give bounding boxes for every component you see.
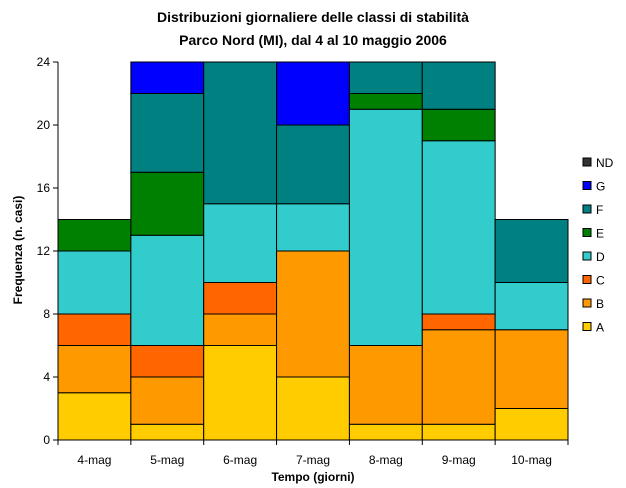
y-tick-label: 24 [37, 55, 51, 69]
y-tick-label: 4 [43, 370, 50, 384]
legend-label-g: G [596, 180, 605, 194]
y-tick-label: 0 [43, 433, 50, 447]
bar-segment-7-mag-d [276, 203, 350, 252]
y-tick-label: 8 [43, 307, 50, 321]
bar-segment-6-mag-f [203, 61, 278, 205]
bar-segment-9-mag-c [421, 313, 496, 331]
legend-swatch-c [582, 275, 592, 284]
bar-segment-10-mag-d [494, 282, 569, 331]
bar-segment-9-mag-a [421, 423, 496, 441]
bar-segment-10-mag-a [494, 408, 569, 441]
bar-segment-8-mag-f [348, 61, 423, 94]
legend-label-nd: ND [596, 156, 614, 170]
legend-label-a: A [596, 321, 604, 335]
bar-segment-6-mag-d [203, 203, 278, 283]
bar-segment-8-mag-b [348, 345, 423, 425]
bar-segment-5-mag-g [130, 61, 205, 94]
legend-label-e: E [596, 227, 604, 241]
legend-swatch-e [582, 228, 592, 237]
bar-segment-5-mag-c [130, 345, 205, 378]
x-axis-label: Tempo (giorni) [271, 470, 354, 484]
x-tick-label: 4-mag [77, 453, 111, 467]
bars-group [57, 61, 569, 441]
bar-segment-6-mag-b [203, 313, 278, 346]
bar-segment-5-mag-e [130, 171, 205, 236]
x-tick-label: 7-mag [296, 453, 330, 467]
bar-segment-4-mag-b [57, 345, 132, 394]
bar-segment-7-mag-g [276, 61, 350, 126]
y-axis-label: Frequenza (n. casi) [11, 196, 25, 305]
legend-swatch-g [582, 181, 592, 190]
axes-group: 0 4 8 12 16 20 24 4-mag 5-mag 6-mag 7-mag 8-mag 9-ma… [37, 55, 569, 467]
legend-swatch-a [582, 322, 592, 331]
x-tick-label: 8-mag [369, 453, 403, 467]
bar-segment-5-mag-a [130, 423, 205, 441]
bar-segment-4-mag-c [57, 313, 132, 346]
legend-swatch-b [582, 298, 592, 308]
legend-swatch-f [582, 204, 592, 214]
bar-segment-5-mag-b [130, 376, 205, 425]
bar-segment-10-mag-f [494, 219, 569, 283]
x-tick-label: 10-mag [511, 453, 552, 467]
bar-segment-6-mag-c [203, 282, 278, 315]
y-tick-label: 16 [37, 181, 51, 195]
legend-label-f: F [596, 203, 603, 217]
legend-swatch-d [582, 251, 592, 261]
bar-segment-8-mag-d [348, 108, 423, 346]
x-tick-label: 6-mag [223, 453, 257, 467]
chart-title: Distribuzioni giornaliere delle classi d… [157, 9, 469, 25]
y-tick-label: 12 [37, 244, 51, 258]
legend-label-b: B [596, 297, 604, 311]
x-tick-label: 5-mag [150, 453, 184, 467]
legend-swatch-nd [582, 157, 592, 167]
bar-segment-9-mag-d [421, 140, 496, 315]
bar-segment-7-mag-b [276, 250, 350, 378]
bar-segment-4-mag-e [57, 219, 132, 252]
bar-segment-5-mag-f [130, 93, 205, 173]
legend-label-c: C [596, 274, 605, 288]
bar-segment-7-mag-a [276, 376, 350, 441]
bar-segment-8-mag-e [348, 93, 423, 110]
bar-segment-4-mag-d [57, 250, 132, 315]
bar-segment-5-mag-d [130, 234, 205, 346]
bar-segment-4-mag-a [57, 392, 132, 441]
bar-segment-9-mag-f [421, 61, 496, 110]
bar-segment-8-mag-a [348, 423, 423, 441]
legend-label-d: D [596, 250, 605, 264]
bar-segment-9-mag-b [421, 329, 496, 425]
bar-segment-10-mag-b [494, 329, 569, 409]
bar-segment-9-mag-e [421, 108, 496, 142]
bar-segment-6-mag-a [203, 345, 278, 441]
x-tick-label: 9-mag [442, 453, 476, 467]
bar-segment-7-mag-f [276, 124, 350, 205]
chart-subtitle: Parco Nord (MI), dal 4 al 10 maggio 2006 [179, 32, 447, 48]
y-tick-label: 20 [37, 118, 51, 132]
